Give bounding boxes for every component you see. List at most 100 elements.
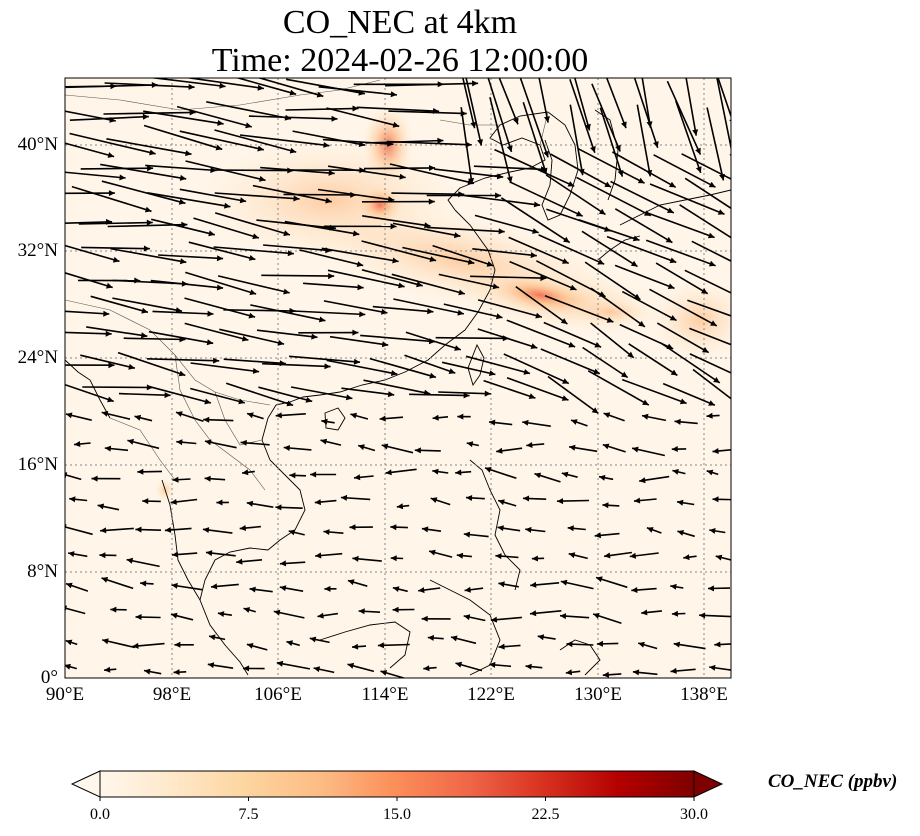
wind-arrow-head [358, 608, 365, 615]
wind-arrow-head [318, 316, 326, 323]
wind-arrow-head [249, 586, 256, 593]
wind-arrow-head [147, 165, 154, 172]
wind-arrow-head [215, 144, 223, 151]
wind-arrow-shaft [326, 107, 400, 128]
wind-arrow-head [172, 476, 179, 483]
wind-arrow-shaft [106, 138, 192, 155]
wind-arrow-shaft [538, 78, 549, 123]
wind-arrow-shaft [369, 357, 437, 379]
wind-arrow-head [712, 448, 719, 454]
wind-arrow-head [146, 219, 153, 226]
x-tick-label: 130°E [574, 684, 622, 705]
wind-arrow-head [174, 641, 181, 648]
wind-arrow-shaft [152, 310, 214, 315]
wind-arrow-head [530, 343, 538, 349]
wind-arrow-shaft [217, 275, 290, 294]
wind-arrow-head [127, 438, 134, 445]
wind-arrow-head [701, 288, 708, 294]
wind-arrow-head [252, 233, 259, 240]
wind-arrow-head [164, 527, 172, 533]
wind-arrow-shaft [112, 297, 183, 312]
wind-arrow-shaft [284, 220, 360, 236]
wind-arrow-head [331, 115, 338, 122]
wind-arrow-head [523, 495, 530, 502]
wind-arrow-shaft [684, 269, 731, 294]
wind-arrow-head [101, 410, 109, 417]
wind-arrow-head [239, 525, 246, 531]
wind-arrow-head [692, 129, 699, 136]
wind-arrow-head [429, 165, 436, 171]
wind-arrow-head [248, 255, 256, 261]
wind-arrow-shaft [691, 240, 731, 262]
wind-arrow-head [324, 585, 331, 592]
wind-arrow-shaft [487, 78, 513, 153]
wind-arrow-head [562, 258, 569, 264]
wind-arrow-shaft [250, 304, 326, 322]
wind-arrow-head [695, 166, 702, 173]
wind-arrow-shaft [610, 180, 675, 214]
wind-arrow-head [106, 282, 113, 289]
wind-arrow-shaft [578, 219, 640, 242]
wind-arrow-head [523, 369, 530, 375]
wind-arrow-head [287, 250, 294, 257]
wind-arrow-head [316, 91, 324, 98]
wind-arrow-head [709, 260, 716, 267]
wind-arrow-head [498, 643, 505, 650]
wind-arrow-shaft [653, 154, 716, 188]
wind-arrow-shaft [323, 300, 388, 314]
wind-arrow-head [381, 443, 389, 450]
colorbar-tick-label: 30.0 [680, 806, 708, 823]
wind-arrow-shaft [438, 391, 491, 395]
wind-arrow-head [596, 640, 603, 647]
wind-arrow-head [347, 662, 355, 669]
wind-arrow-shaft [188, 241, 256, 261]
wind-arrow-head [288, 529, 296, 536]
y-tick-label: 32°N [17, 240, 58, 261]
wind-arrow-head [665, 236, 673, 243]
wind-arrow-shaft [176, 105, 253, 128]
wind-arrow-head [427, 308, 434, 315]
wind-arrow-head [671, 610, 678, 617]
wind-arrow-head [522, 419, 529, 426]
wind-arrow-head [604, 181, 612, 188]
wind-arrow-shaft [214, 129, 297, 153]
wind-arrow-head [530, 581, 537, 588]
gridlines [65, 78, 731, 678]
wind-arrow-shaft [621, 290, 677, 322]
x-tick-label: 90°E [45, 684, 85, 705]
wind-arrow-head [134, 414, 142, 421]
wind-arrow-head [279, 585, 287, 592]
wind-arrow-head [472, 80, 479, 87]
wind-arrow-head [273, 609, 281, 616]
wind-arrow-shaft [465, 78, 483, 146]
wind-arrow-head [571, 419, 578, 425]
wind-arrow-head [594, 532, 601, 539]
wind-arrow-head [390, 524, 397, 531]
wind-arrow-head [320, 438, 328, 445]
wind-arrow-shaft [69, 132, 156, 155]
wind-arrow-shaft [225, 382, 294, 407]
wind-arrow-head [631, 587, 638, 593]
wind-arrow-head [739, 241, 746, 247]
colorbar-gradient [100, 771, 694, 797]
wind-arrow-shaft [569, 79, 596, 153]
wind-arrow-head [392, 606, 399, 613]
wind-arrow-shaft [184, 322, 249, 341]
wind-arrow-shaft [612, 151, 677, 188]
wind-arrow-head [390, 555, 397, 562]
wind-arrow-head [246, 643, 254, 649]
wind-arrow-head [653, 141, 659, 148]
wind-arrow-head [739, 404, 746, 410]
wind-arrow-head [277, 339, 285, 346]
wind-arrow-head [458, 289, 465, 296]
wind-arrow-shaft [503, 353, 570, 385]
wind-arrow-head [176, 411, 183, 417]
wind-arrow-head [563, 236, 570, 243]
wind-arrow-head [211, 583, 218, 590]
wind-arrow-shaft [123, 337, 186, 341]
wind-arrow-shaft [148, 330, 214, 345]
wind-arrow-head [708, 181, 716, 188]
wind-arrow-head [239, 197, 247, 204]
wind-arrow-shaft [389, 163, 475, 185]
